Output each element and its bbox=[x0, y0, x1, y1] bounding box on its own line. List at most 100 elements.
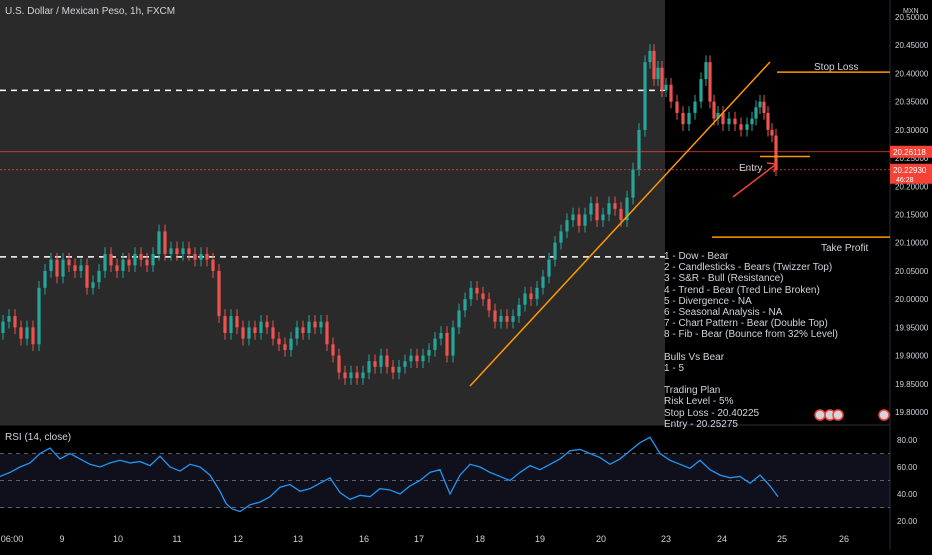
trading-note-line: 1 - Dow - Bear bbox=[664, 251, 729, 262]
time-tick-label: 12 bbox=[233, 534, 243, 544]
price-tick-label: 20.50000 bbox=[895, 13, 929, 22]
candle-body bbox=[241, 327, 245, 339]
price-tick-label: 20.35000 bbox=[895, 98, 929, 107]
candle-body bbox=[343, 372, 347, 379]
candle-body bbox=[559, 231, 563, 243]
candle-body bbox=[187, 248, 191, 254]
time-tick-label: 11 bbox=[172, 534, 181, 544]
candle-body bbox=[758, 101, 762, 108]
rsi-line bbox=[0, 436, 779, 513]
price-tick-label: 19.85000 bbox=[895, 380, 929, 389]
candle-body bbox=[361, 372, 365, 379]
candle-body bbox=[739, 124, 743, 130]
time-tick-label: 23 bbox=[661, 534, 671, 544]
candle-body bbox=[277, 338, 281, 345]
time-tick-label: 06:00 bbox=[1, 534, 24, 544]
candle-body bbox=[745, 124, 749, 130]
trading-note-line: Risk Level - 5% bbox=[664, 396, 734, 408]
candle-body bbox=[1, 321, 5, 333]
candle-body bbox=[681, 112, 685, 125]
candle-body bbox=[535, 287, 539, 300]
candle-body bbox=[199, 254, 203, 260]
candle-body bbox=[331, 344, 335, 356]
candle-body bbox=[733, 118, 737, 125]
candle-body bbox=[415, 355, 419, 362]
candle-body bbox=[115, 265, 119, 271]
candle-body bbox=[652, 50, 656, 80]
candle-body bbox=[445, 333, 449, 356]
candle-body bbox=[766, 112, 770, 130]
candle-body bbox=[223, 316, 227, 333]
candle-body bbox=[319, 321, 323, 328]
candle-body bbox=[229, 316, 233, 333]
candle-body bbox=[523, 293, 527, 305]
trading-note-line bbox=[664, 374, 838, 385]
time-tick-label: 9 bbox=[59, 534, 64, 544]
trading-note-line: 1 - 5 bbox=[664, 362, 685, 374]
candle-body bbox=[325, 321, 329, 345]
trading-note-line: Bulls Vs Bear bbox=[664, 351, 725, 363]
candle-body bbox=[121, 259, 125, 271]
price-tick-label: 19.95000 bbox=[895, 323, 929, 332]
candle-body bbox=[457, 310, 461, 328]
candle-body bbox=[211, 259, 215, 271]
candle-body bbox=[669, 84, 673, 102]
candle-body bbox=[349, 372, 353, 379]
candle-body bbox=[169, 248, 173, 254]
trading-note-line: Trading Plan bbox=[664, 385, 721, 397]
candle-body bbox=[553, 242, 557, 260]
candle-body bbox=[625, 197, 629, 221]
price-tick-label: 20.25000 bbox=[895, 154, 929, 163]
candle-body bbox=[577, 214, 581, 226]
time-tick-label: 20 bbox=[596, 534, 606, 544]
price-tick-label: 20.10000 bbox=[895, 239, 929, 248]
event-marker-icon bbox=[878, 409, 890, 421]
candle-body bbox=[193, 254, 197, 260]
current-price-badge bbox=[890, 145, 932, 158]
candle-body bbox=[481, 293, 485, 300]
time-tick-label: 25 bbox=[777, 534, 787, 544]
price-tick-label: 20.45000 bbox=[895, 41, 929, 50]
time-tick-label: 26 bbox=[839, 534, 849, 544]
time-tick-label: 17 bbox=[414, 534, 424, 544]
candle-body bbox=[762, 101, 766, 113]
trading-note-line: 5 - Divergence - NA bbox=[664, 295, 752, 307]
candle-body bbox=[529, 293, 533, 300]
chart-title: U.S. Dollar / Mexican Peso, 1h, FXCM bbox=[5, 6, 176, 17]
candle-body bbox=[79, 265, 83, 271]
candle-body bbox=[421, 355, 425, 362]
candle-body bbox=[379, 355, 383, 367]
current-price-text: 20.26118 bbox=[893, 148, 926, 157]
candle-body bbox=[565, 220, 569, 232]
candle-body bbox=[451, 327, 455, 356]
candle-body bbox=[712, 101, 716, 119]
rsi-tick-label: 40.00 bbox=[897, 490, 918, 499]
candle-body bbox=[511, 316, 515, 322]
candle-body bbox=[664, 84, 668, 91]
candle-body bbox=[721, 112, 725, 125]
last-price-badge bbox=[890, 163, 932, 184]
candle-body bbox=[708, 62, 712, 102]
candle-body bbox=[163, 231, 167, 254]
candle-body bbox=[139, 254, 143, 260]
candle-body bbox=[283, 344, 287, 350]
candle-body bbox=[61, 259, 65, 277]
candle-body bbox=[571, 214, 575, 221]
candle-body bbox=[151, 254, 155, 266]
candle-body bbox=[49, 259, 53, 271]
candle-body bbox=[595, 203, 599, 221]
candle-body bbox=[85, 265, 89, 288]
candle-body bbox=[97, 270, 101, 283]
candle-body bbox=[770, 129, 774, 136]
candle-body bbox=[409, 355, 413, 362]
candle-body bbox=[103, 254, 107, 271]
candle-body bbox=[43, 270, 47, 288]
candle-body bbox=[716, 112, 720, 119]
price-tick-label: 19.90000 bbox=[895, 352, 929, 361]
candle-body bbox=[145, 259, 149, 266]
rsi-tick-label: 20.00 bbox=[897, 517, 918, 526]
candle-body bbox=[487, 299, 491, 311]
candle-body bbox=[295, 327, 299, 339]
